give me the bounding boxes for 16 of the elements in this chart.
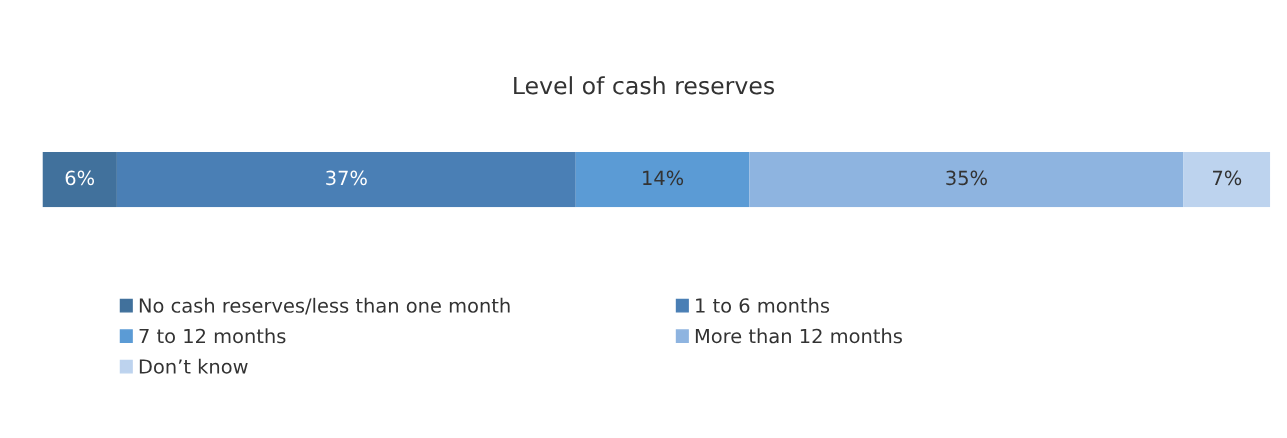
legend-label: 7 to 12 months	[139, 328, 286, 344]
bar	[1183, 151, 1271, 208]
chart-title: Level of cash reserves	[514, 76, 775, 95]
bar	[749, 151, 1184, 208]
bar	[575, 151, 750, 208]
data-label: 6%	[65, 170, 95, 186]
data-label: 35%	[946, 170, 987, 186]
legend-label: 1 to 6 months	[696, 297, 830, 313]
legend-label: More than 12 months	[695, 328, 902, 344]
legend-label: Don’t know	[139, 358, 248, 374]
data-label: 7%	[1213, 170, 1242, 186]
data-label: 14%	[643, 170, 684, 186]
bar	[116, 151, 576, 208]
data-label: 37%	[326, 170, 367, 186]
bar	[42, 151, 117, 208]
legend-label: No cash reserves/less than one month	[139, 297, 510, 315]
